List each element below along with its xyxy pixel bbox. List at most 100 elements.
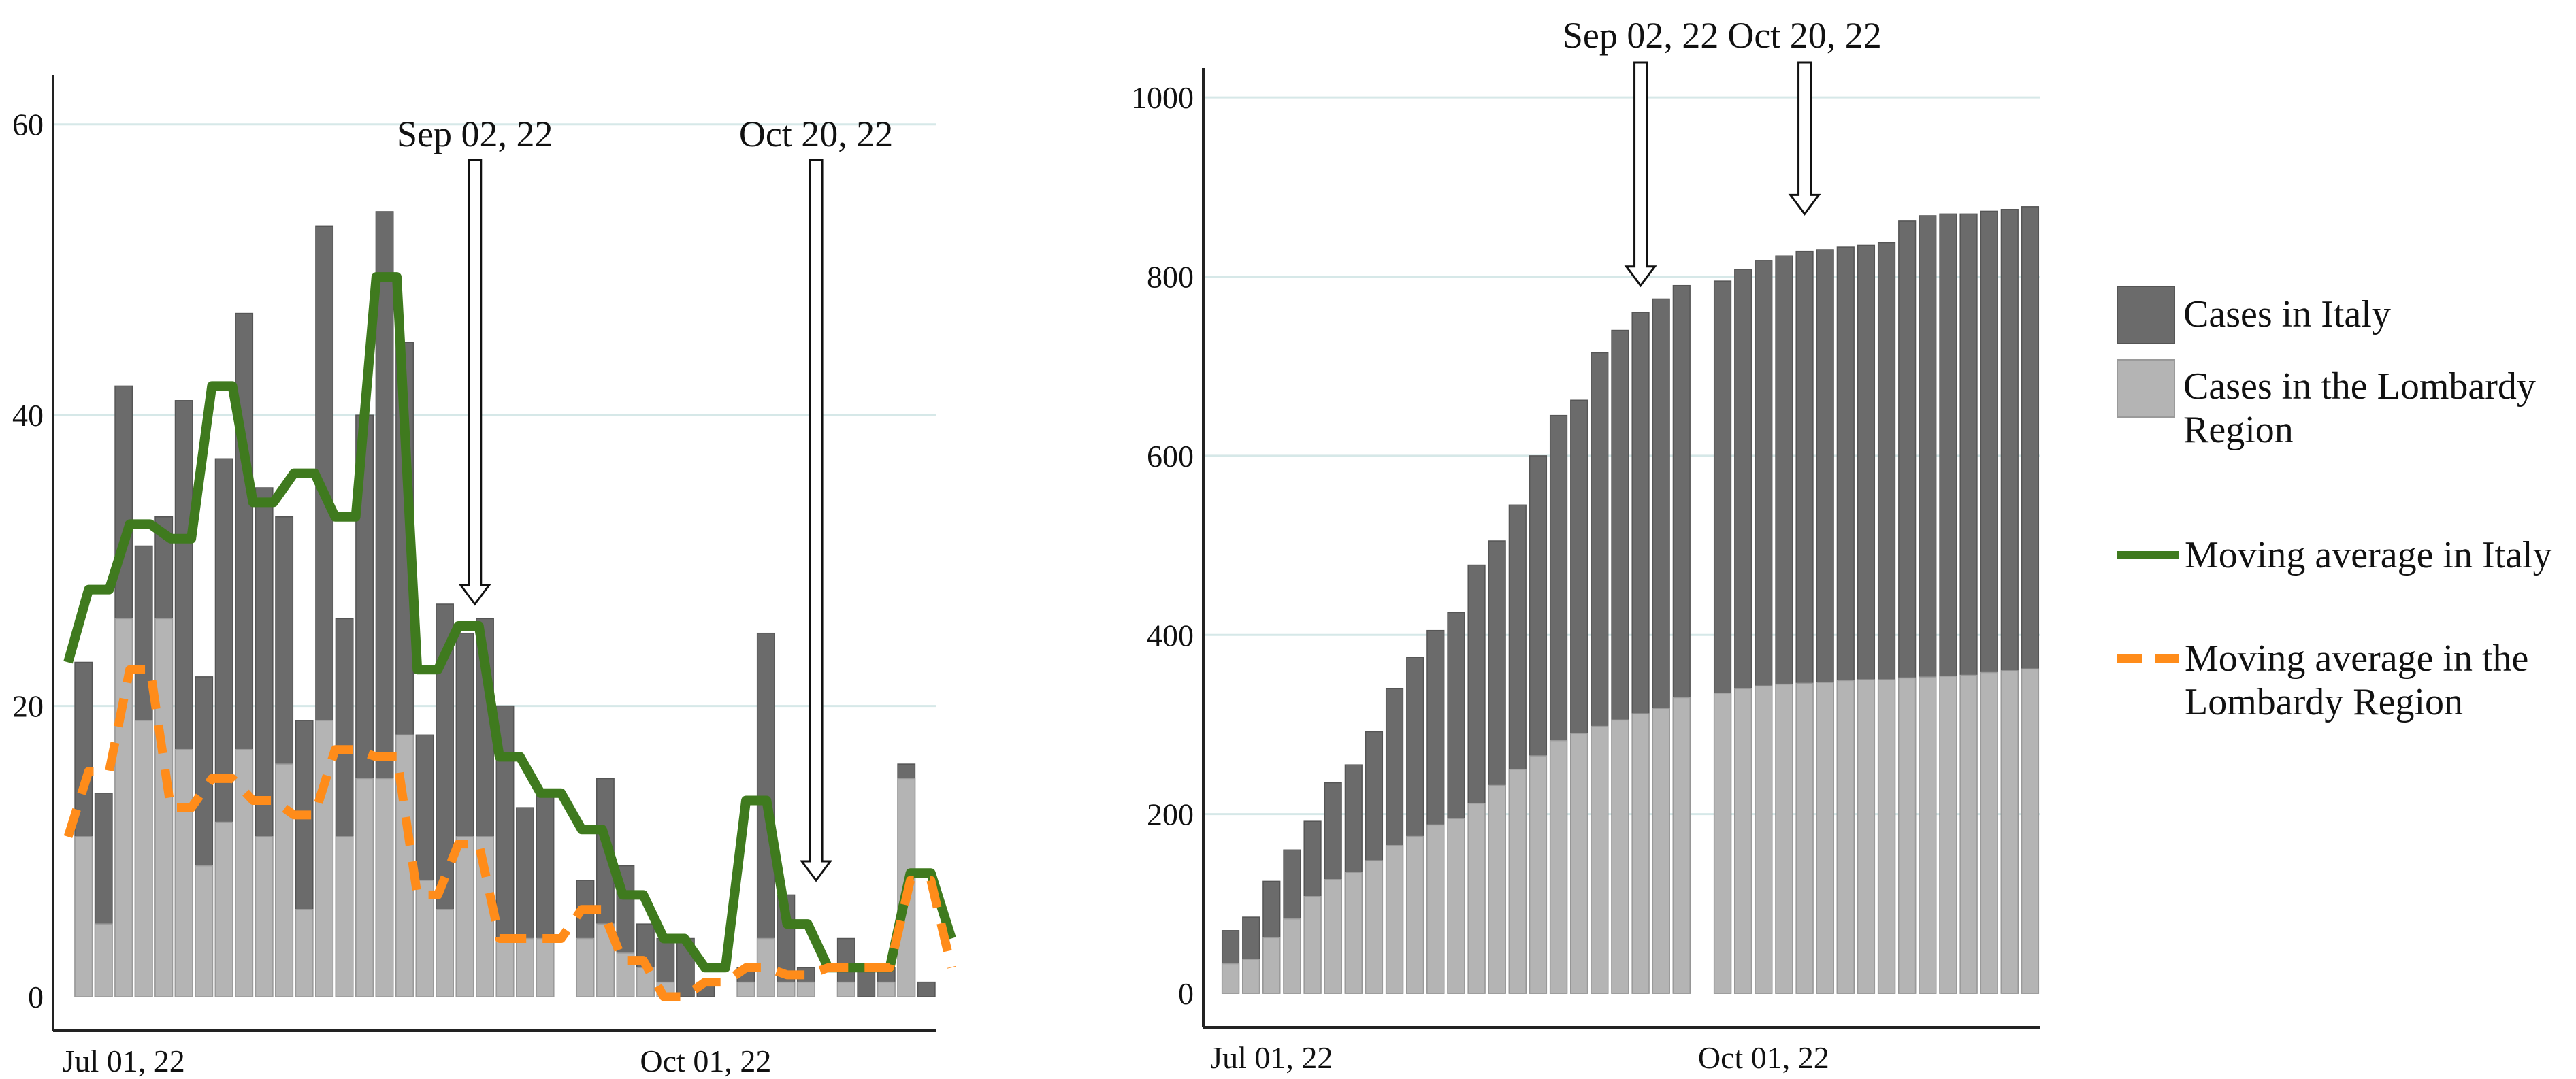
left-bar-lombardy-5 <box>174 748 193 997</box>
legend-label-lombardy-moving-average: Moving average in the Lombardy Region <box>2185 637 2528 724</box>
right-xtick-label-0: Jul 01, 22 <box>1210 1040 1333 1075</box>
legend-swatch-italy-moving-average <box>2117 533 2179 577</box>
left-bar-lombardy-11 <box>295 909 314 997</box>
left-xtick-label-1: Oct 01, 22 <box>640 1044 771 1078</box>
legend-swatch-italy-cases <box>2117 286 2175 344</box>
right-bar-lombardy-39 <box>2021 668 2040 994</box>
left-bar-lombardy-23 <box>536 937 555 997</box>
right-ytick-label-400: 400 <box>1147 618 1194 652</box>
legend-label-lombardy-moving-average-line1: Moving average in the <box>2185 637 2529 680</box>
legend-swatch-lombardy-moving-average <box>2117 637 2179 680</box>
right-bar-lombardy-6 <box>1344 872 1363 994</box>
right-bar-lombardy-17 <box>1570 733 1588 994</box>
left-bar-lombardy-6 <box>195 865 214 997</box>
right-bar-lombardy-12 <box>1467 803 1486 994</box>
left-annotation-arrow-0 <box>458 159 491 606</box>
right-bar-lombardy-30 <box>1836 680 1855 994</box>
left-annotation-arrow-1 <box>800 159 833 882</box>
right-bar-lombardy-7 <box>1365 860 1384 994</box>
legend-label-italy-cases: Cases in Italy <box>2183 293 2391 335</box>
right-bar-lombardy-38 <box>2000 670 2019 994</box>
right-bar-lombardy-27 <box>1775 683 1793 994</box>
left-ytick-label-0: 0 <box>28 980 44 1014</box>
legend-label-lombardy-cases-line1: Cases in the Lombardy <box>2183 365 2536 408</box>
right-annotation-arrow-1 <box>1788 61 1821 216</box>
right-bar-lombardy-25 <box>1734 688 1752 994</box>
right-bar-lombardy-20 <box>1631 713 1650 994</box>
right-bar-lombardy-18 <box>1591 725 1609 994</box>
right-annotation-arrow-0 <box>1624 61 1657 288</box>
left-annotation-label-0: Sep 02, 22 <box>397 114 553 154</box>
left-bar-lombardy-3 <box>134 720 153 997</box>
right-bar-lombardy-21 <box>1652 708 1670 994</box>
right-bar-lombardy-4 <box>1303 896 1322 994</box>
cumulative-cases-chart: 0 200 400 600 800 1000 Jul 01, 22 Oct 01, 22 Sep… <box>1131 15 2040 1075</box>
legend-italy-cases[interactable]: Cases in Italy <box>2117 286 2391 344</box>
legend-label-italy-moving-average: Moving average in Italy <box>2185 534 2552 576</box>
left-annotation-label-1: Oct 20, 22 <box>739 114 893 154</box>
legend-label-lombardy-moving-average-line2: Lombardy Region <box>2185 681 2464 723</box>
left-bar-lombardy-12 <box>315 720 334 997</box>
right-bar-lombardy-16 <box>1549 740 1568 994</box>
left-bar-italy-39 <box>857 967 876 997</box>
right-bar-lombardy-22 <box>1672 697 1691 994</box>
left-bar-lombardy-14 <box>355 778 374 997</box>
right-bar-lombardy-31 <box>1857 679 1876 994</box>
left-ytick-label-20: 20 <box>12 689 44 724</box>
left-bar-lombardy-17 <box>415 880 434 997</box>
right-bar-lombardy-0 <box>1221 963 1240 994</box>
daily-cases-chart: 0 20 40 60 Jul 01, 22 Oct 01, 22 Sep 02, 22 Oct… <box>12 75 956 1078</box>
right-ytick-label-0: 0 <box>1178 976 1194 1011</box>
right-bar-lombardy-26 <box>1755 685 1773 994</box>
left-bar-lombardy-4 <box>154 618 174 997</box>
left-bar-lombardy-25 <box>576 937 595 997</box>
right-bar-lombardy-34 <box>1919 676 1937 994</box>
right-bar-lombardy-33 <box>1898 677 1917 994</box>
right-bar-lombardy-10 <box>1426 824 1445 994</box>
left-bar-lombardy-10 <box>275 763 294 997</box>
right-bar-lombardy-24 <box>1713 693 1732 994</box>
legend-label-lombardy-cases: Cases in the Lombardy Region <box>2183 365 2536 452</box>
left-bar-lombardy-0 <box>74 836 93 997</box>
right-annotation-label-1: Oct 20, 22 <box>1727 15 1881 56</box>
legend-italy-moving-average[interactable]: Moving average in Italy <box>2117 533 2552 577</box>
left-bar-italy-42 <box>917 981 936 997</box>
legend-lombardy-moving-average[interactable]: Moving average in the Lombardy Region <box>2117 637 2528 724</box>
right-bar-lombardy-36 <box>1959 674 1978 994</box>
left-bar-lombardy-22 <box>516 937 534 997</box>
left-bar-lombardy-7 <box>214 821 233 997</box>
left-bar-lombardy-8 <box>235 748 254 997</box>
left-bar-lombardy-15 <box>375 778 394 997</box>
left-line-italy-moving-average <box>63 272 956 973</box>
right-bar-lombardy-8 <box>1385 844 1404 994</box>
right-bar-lombardy-14 <box>1508 769 1527 994</box>
left-bar-lombardy-38 <box>836 981 855 997</box>
right-ytick-label-1000: 1000 <box>1131 80 1194 115</box>
legend-lombardy-cases[interactable]: Cases in the Lombardy Region <box>2117 359 2536 452</box>
right-bar-lombardy-37 <box>1980 671 1998 994</box>
legend-swatch-lombardy-cases <box>2117 359 2175 418</box>
left-bar-lombardy-36 <box>796 981 815 997</box>
left-bar-lombardy-21 <box>495 937 515 997</box>
left-bar-lombardy-13 <box>335 836 354 997</box>
right-bar-lombardy-35 <box>1939 676 1957 994</box>
right-bar-lombardy-29 <box>1816 682 1834 994</box>
left-bar-lombardy-1 <box>94 923 113 997</box>
right-ytick-label-800: 800 <box>1147 260 1194 295</box>
left-line-lombardy-moving-average <box>63 665 956 1001</box>
left-xtick-label-0: Jul 01, 22 <box>63 1044 185 1078</box>
right-bar-lombardy-5 <box>1324 879 1342 994</box>
left-bar-lombardy-9 <box>255 836 274 997</box>
right-ytick-label-200: 200 <box>1147 797 1194 832</box>
right-bar-lombardy-28 <box>1795 682 1814 994</box>
left-bar-lombardy-33 <box>736 981 755 997</box>
right-bar-lombardy-13 <box>1488 784 1506 994</box>
right-bar-lombardy-19 <box>1611 719 1629 994</box>
left-bar-lombardy-35 <box>777 981 796 997</box>
right-bar-lombardy-1 <box>1242 959 1260 994</box>
right-bar-lombardy-11 <box>1447 818 1465 994</box>
right-ytick-label-600: 600 <box>1147 439 1194 474</box>
right-bar-lombardy-15 <box>1529 755 1548 994</box>
left-ytick-label-40: 40 <box>12 398 44 433</box>
